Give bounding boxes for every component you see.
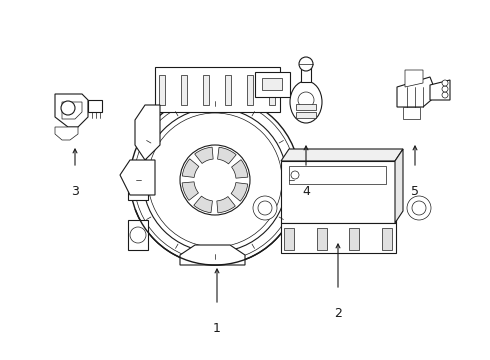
Circle shape: [407, 196, 431, 220]
Text: 2: 2: [334, 307, 342, 320]
Bar: [317, 228, 327, 250]
Text: 5: 5: [411, 185, 419, 198]
Bar: [349, 228, 359, 250]
Polygon shape: [120, 160, 155, 195]
Bar: [255, 72, 290, 97]
Bar: [382, 228, 392, 250]
Bar: [295, 172, 320, 188]
Circle shape: [61, 101, 75, 115]
Circle shape: [130, 227, 146, 243]
Bar: [281, 161, 396, 223]
Bar: [301, 64, 311, 82]
Polygon shape: [88, 100, 102, 112]
Bar: [295, 152, 320, 168]
Bar: [269, 75, 275, 105]
Circle shape: [143, 108, 287, 252]
Bar: [262, 78, 282, 90]
Circle shape: [130, 95, 300, 265]
Polygon shape: [430, 80, 450, 100]
Polygon shape: [55, 127, 78, 140]
Polygon shape: [180, 245, 245, 265]
Ellipse shape: [290, 81, 322, 123]
Bar: [281, 223, 396, 253]
Polygon shape: [62, 102, 82, 119]
Polygon shape: [128, 220, 148, 250]
Wedge shape: [182, 182, 198, 200]
Polygon shape: [397, 77, 437, 107]
Polygon shape: [135, 105, 160, 160]
Wedge shape: [182, 159, 199, 177]
Circle shape: [130, 177, 146, 193]
Wedge shape: [232, 160, 248, 178]
Bar: [203, 75, 209, 105]
Wedge shape: [217, 197, 235, 213]
Polygon shape: [405, 70, 423, 87]
Polygon shape: [55, 94, 88, 127]
Circle shape: [298, 92, 314, 108]
Circle shape: [412, 201, 426, 215]
Bar: [296, 104, 316, 110]
Bar: [296, 112, 316, 118]
Bar: [289, 166, 386, 184]
Polygon shape: [128, 170, 148, 200]
Bar: [225, 75, 231, 105]
Circle shape: [299, 57, 313, 71]
Polygon shape: [395, 149, 403, 223]
Circle shape: [258, 201, 272, 215]
Bar: [284, 228, 294, 250]
Circle shape: [442, 92, 448, 98]
Polygon shape: [281, 149, 403, 161]
Circle shape: [291, 171, 299, 179]
Bar: [155, 67, 280, 112]
Text: 3: 3: [71, 185, 79, 198]
Circle shape: [253, 196, 277, 220]
Circle shape: [180, 145, 250, 215]
Bar: [295, 192, 320, 208]
Text: 4: 4: [302, 185, 310, 198]
Polygon shape: [403, 107, 420, 119]
Text: 1: 1: [213, 322, 221, 335]
Wedge shape: [194, 196, 213, 213]
Wedge shape: [195, 147, 213, 163]
Bar: [181, 75, 187, 105]
Circle shape: [442, 86, 448, 92]
Circle shape: [442, 80, 448, 86]
Wedge shape: [218, 147, 236, 164]
Bar: [247, 75, 253, 105]
Bar: [159, 75, 165, 105]
Wedge shape: [231, 183, 248, 201]
